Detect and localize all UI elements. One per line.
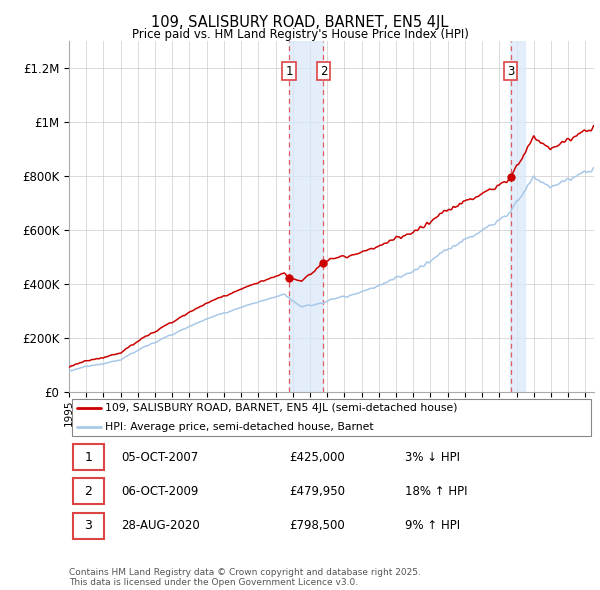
Text: £425,000: £425,000	[290, 451, 345, 464]
Text: 3: 3	[507, 64, 515, 77]
Text: 109, SALISBURY ROAD, BARNET, EN5 4JL: 109, SALISBURY ROAD, BARNET, EN5 4JL	[151, 15, 449, 30]
Text: 06-OCT-2009: 06-OCT-2009	[121, 485, 199, 498]
FancyBboxPatch shape	[73, 513, 104, 539]
FancyBboxPatch shape	[73, 444, 104, 470]
Text: £798,500: £798,500	[290, 519, 345, 532]
Text: 28-AUG-2020: 28-AUG-2020	[121, 519, 200, 532]
Text: 1: 1	[285, 64, 293, 77]
Text: 1: 1	[85, 451, 92, 464]
Bar	[289, 41, 323, 392]
FancyBboxPatch shape	[71, 399, 592, 436]
Text: Price paid vs. HM Land Registry's House Price Index (HPI): Price paid vs. HM Land Registry's House …	[131, 28, 469, 41]
Text: 18% ↑ HPI: 18% ↑ HPI	[405, 485, 467, 498]
FancyBboxPatch shape	[73, 478, 104, 504]
Text: 2: 2	[320, 64, 327, 77]
Text: 3% ↓ HPI: 3% ↓ HPI	[405, 451, 460, 464]
Text: 109, SALISBURY ROAD, BARNET, EN5 4JL (semi-detached house): 109, SALISBURY ROAD, BARNET, EN5 4JL (se…	[105, 404, 457, 414]
Text: £479,950: £479,950	[290, 485, 346, 498]
Text: 2: 2	[85, 485, 92, 498]
Text: 9% ↑ HPI: 9% ↑ HPI	[405, 519, 460, 532]
Text: Contains HM Land Registry data © Crown copyright and database right 2025.
This d: Contains HM Land Registry data © Crown c…	[69, 568, 421, 587]
Text: HPI: Average price, semi-detached house, Barnet: HPI: Average price, semi-detached house,…	[105, 422, 373, 432]
Bar	[510, 41, 524, 392]
Text: 3: 3	[85, 519, 92, 532]
Text: 05-OCT-2007: 05-OCT-2007	[121, 451, 199, 464]
